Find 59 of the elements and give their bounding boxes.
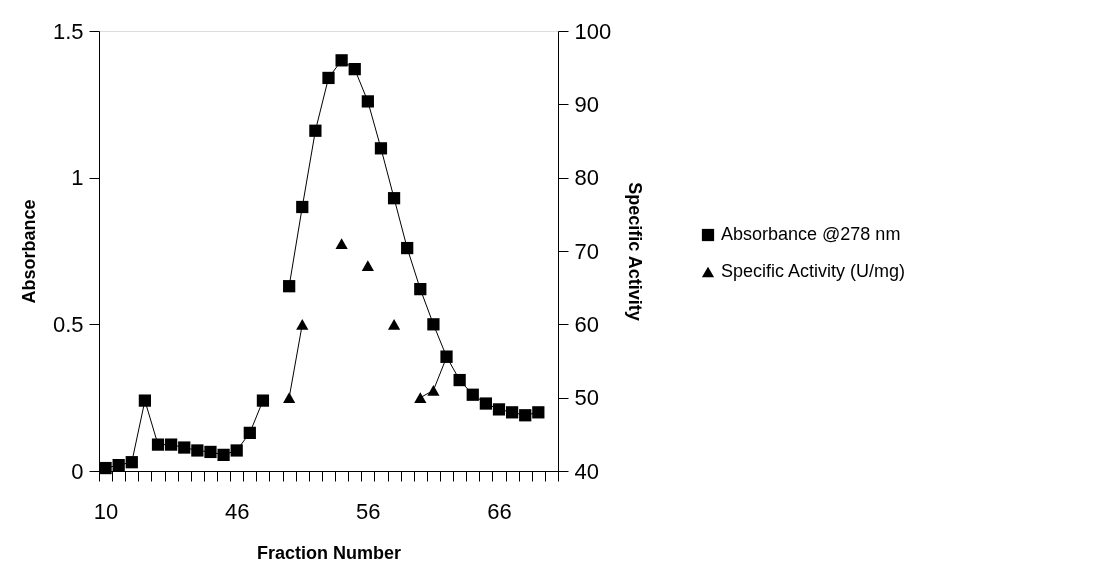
point [283, 392, 296, 403]
point [374, 142, 388, 155]
point [414, 392, 427, 403]
point [335, 54, 348, 67]
point [204, 445, 217, 459]
y2-axis-title: Specific Activity [625, 182, 646, 321]
point [479, 397, 492, 410]
y-axis-title: Absorbance [18, 199, 39, 304]
point [151, 438, 165, 451]
point [322, 71, 335, 85]
point [414, 283, 427, 296]
point [466, 388, 479, 401]
point [296, 319, 309, 330]
x-tick-label: 56 [356, 498, 381, 524]
legend-label: Specific Activity (U/mg) [721, 261, 906, 281]
point [519, 409, 532, 422]
y-tick-label: 0 [71, 458, 84, 484]
point [99, 461, 112, 475]
x-axis-title: Fraction Number [256, 542, 402, 563]
point [217, 448, 230, 461]
point [165, 438, 178, 451]
point [178, 441, 191, 454]
point [138, 394, 152, 407]
point [256, 394, 270, 407]
point [427, 318, 440, 331]
point [296, 200, 309, 214]
y2-tick-label: 80 [574, 165, 599, 191]
point [387, 319, 401, 330]
y-tick-label: 0.5 [52, 311, 84, 337]
point [361, 95, 374, 108]
x-tick-label: 10 [93, 498, 119, 524]
point [361, 260, 374, 271]
point [532, 406, 545, 419]
point [348, 63, 361, 76]
point [191, 444, 204, 457]
point [427, 385, 440, 396]
point [309, 124, 322, 137]
y2-tick-label: 60 [574, 311, 599, 337]
y2-tick-label: 70 [574, 238, 599, 264]
point [387, 192, 401, 205]
legend-label: Absorbance @278 nm [721, 224, 901, 244]
y2-tick-label: 50 [574, 385, 599, 411]
point [401, 241, 414, 255]
point [505, 406, 519, 419]
x-tick-label: 66 [487, 498, 512, 524]
point [243, 426, 256, 439]
point [335, 238, 348, 249]
point [112, 459, 125, 472]
point [453, 373, 466, 387]
point [492, 403, 506, 416]
y2-tick-label: 40 [574, 458, 599, 484]
y-tick-label: 1 [71, 165, 84, 191]
x-tick-label: 46 [224, 498, 250, 524]
point [125, 456, 138, 469]
y2-tick-label: 90 [574, 91, 599, 117]
point [230, 444, 243, 457]
y-tick-label: 1.5 [52, 18, 84, 44]
point [283, 280, 296, 293]
y2-tick-label: 100 [574, 18, 612, 44]
